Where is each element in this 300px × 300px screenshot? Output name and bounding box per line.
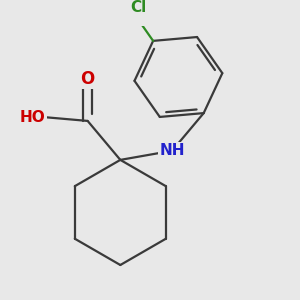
Text: HO: HO	[20, 110, 45, 125]
Text: Cl: Cl	[130, 0, 146, 15]
Text: O: O	[80, 70, 95, 88]
Text: NH: NH	[159, 143, 185, 158]
